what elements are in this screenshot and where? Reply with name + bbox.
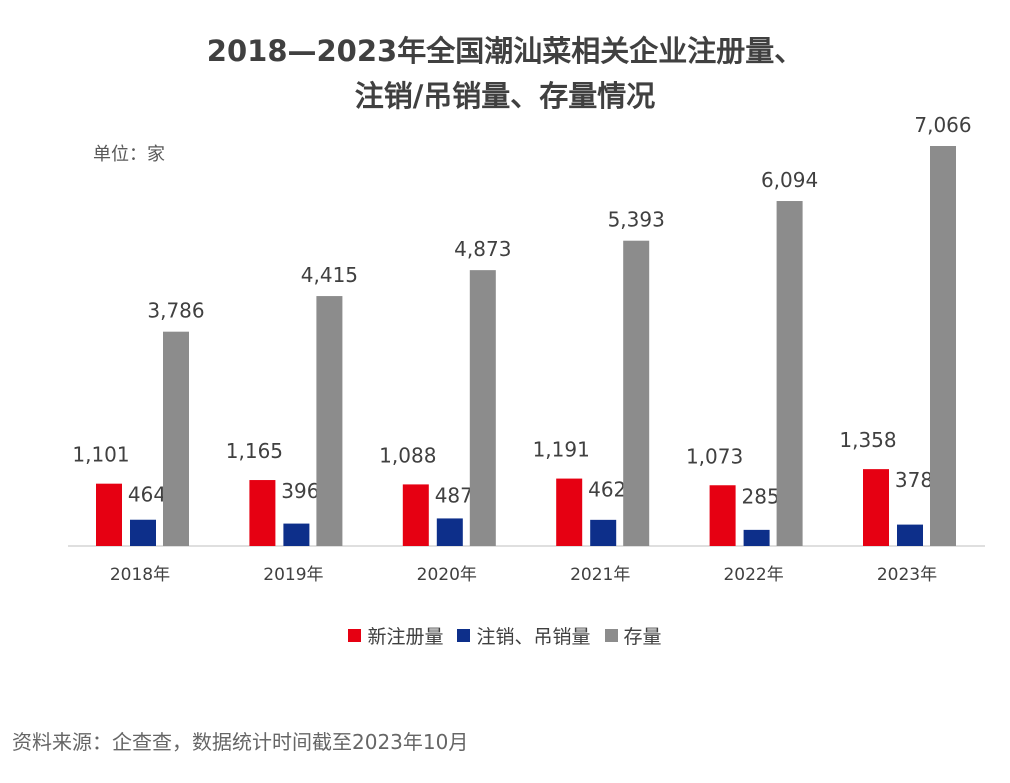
data-label: 6,094 [761, 168, 818, 192]
bar-2-4 [776, 201, 803, 547]
legend-swatch [604, 629, 618, 642]
bar-0-2 [402, 484, 429, 546]
legend-label: 注销、吊销量 [476, 626, 591, 648]
bar-0-0 [96, 483, 122, 546]
chart-title-line1: 2018—2023年全国潮汕菜相关企业注册量、 [206, 34, 804, 68]
data-label: 1,088 [379, 443, 436, 467]
bar-2-1 [316, 296, 343, 546]
chart-title-line2: 注销/吊销量、存量情况 [354, 79, 656, 113]
bar-1-1 [283, 523, 310, 546]
x-tick-label: 2018年 [110, 565, 170, 585]
legend-label: 存量 [623, 626, 662, 648]
x-tick-label: 2022年 [723, 565, 783, 585]
bar-2-2 [469, 270, 496, 546]
legend-item-cancelled: 注销、吊销量 [457, 622, 591, 649]
data-label: 1,073 [686, 444, 743, 468]
bar-1-3 [590, 519, 617, 546]
bar-2-3 [623, 240, 650, 547]
data-label: 487 [435, 483, 473, 507]
x-tick-label: 2021年 [570, 565, 630, 585]
bar-2-0 [163, 331, 189, 546]
bar-2-5 [930, 146, 956, 546]
source-note: 资料来源：企查查，数据统计时间截至2023年10月 [12, 730, 469, 754]
x-tick-label: 2023年 [877, 565, 937, 585]
data-label: 464 [128, 483, 166, 507]
data-label: 7,066 [914, 113, 971, 137]
bar-1-4 [743, 529, 770, 546]
bar-1-0 [130, 519, 156, 546]
data-label: 4,415 [301, 263, 358, 287]
bar-0-5 [863, 469, 889, 546]
data-label: 4,873 [454, 237, 511, 261]
data-label: 285 [742, 484, 780, 508]
legend: 新注册量 注销、吊销量 存量 [0, 622, 1010, 649]
bar-1-5 [897, 524, 923, 546]
legend-label: 新注册量 [367, 626, 444, 648]
data-label: 1,191 [533, 438, 590, 462]
legend-swatch [348, 629, 362, 642]
data-label: 5,393 [608, 208, 665, 232]
bar-0-3 [556, 478, 583, 546]
data-label: 1,165 [226, 439, 283, 463]
data-label: 1,101 [72, 443, 129, 467]
x-tick-label: 2020年 [417, 565, 477, 585]
unit-label: 单位：家 [93, 144, 165, 165]
x-tick-label: 2019年 [263, 565, 323, 585]
legend-swatch [457, 629, 471, 642]
data-label: 462 [588, 478, 626, 502]
legend-item-stock: 存量 [604, 622, 662, 649]
bar-1-2 [436, 518, 463, 546]
data-label: 378 [895, 468, 933, 492]
bar-0-1 [249, 480, 276, 546]
bar-0-4 [709, 485, 736, 546]
data-label: 396 [281, 479, 319, 503]
data-label: 1,358 [839, 428, 896, 452]
legend-item-new: 新注册量 [348, 622, 443, 649]
data-label: 3,786 [147, 299, 204, 323]
